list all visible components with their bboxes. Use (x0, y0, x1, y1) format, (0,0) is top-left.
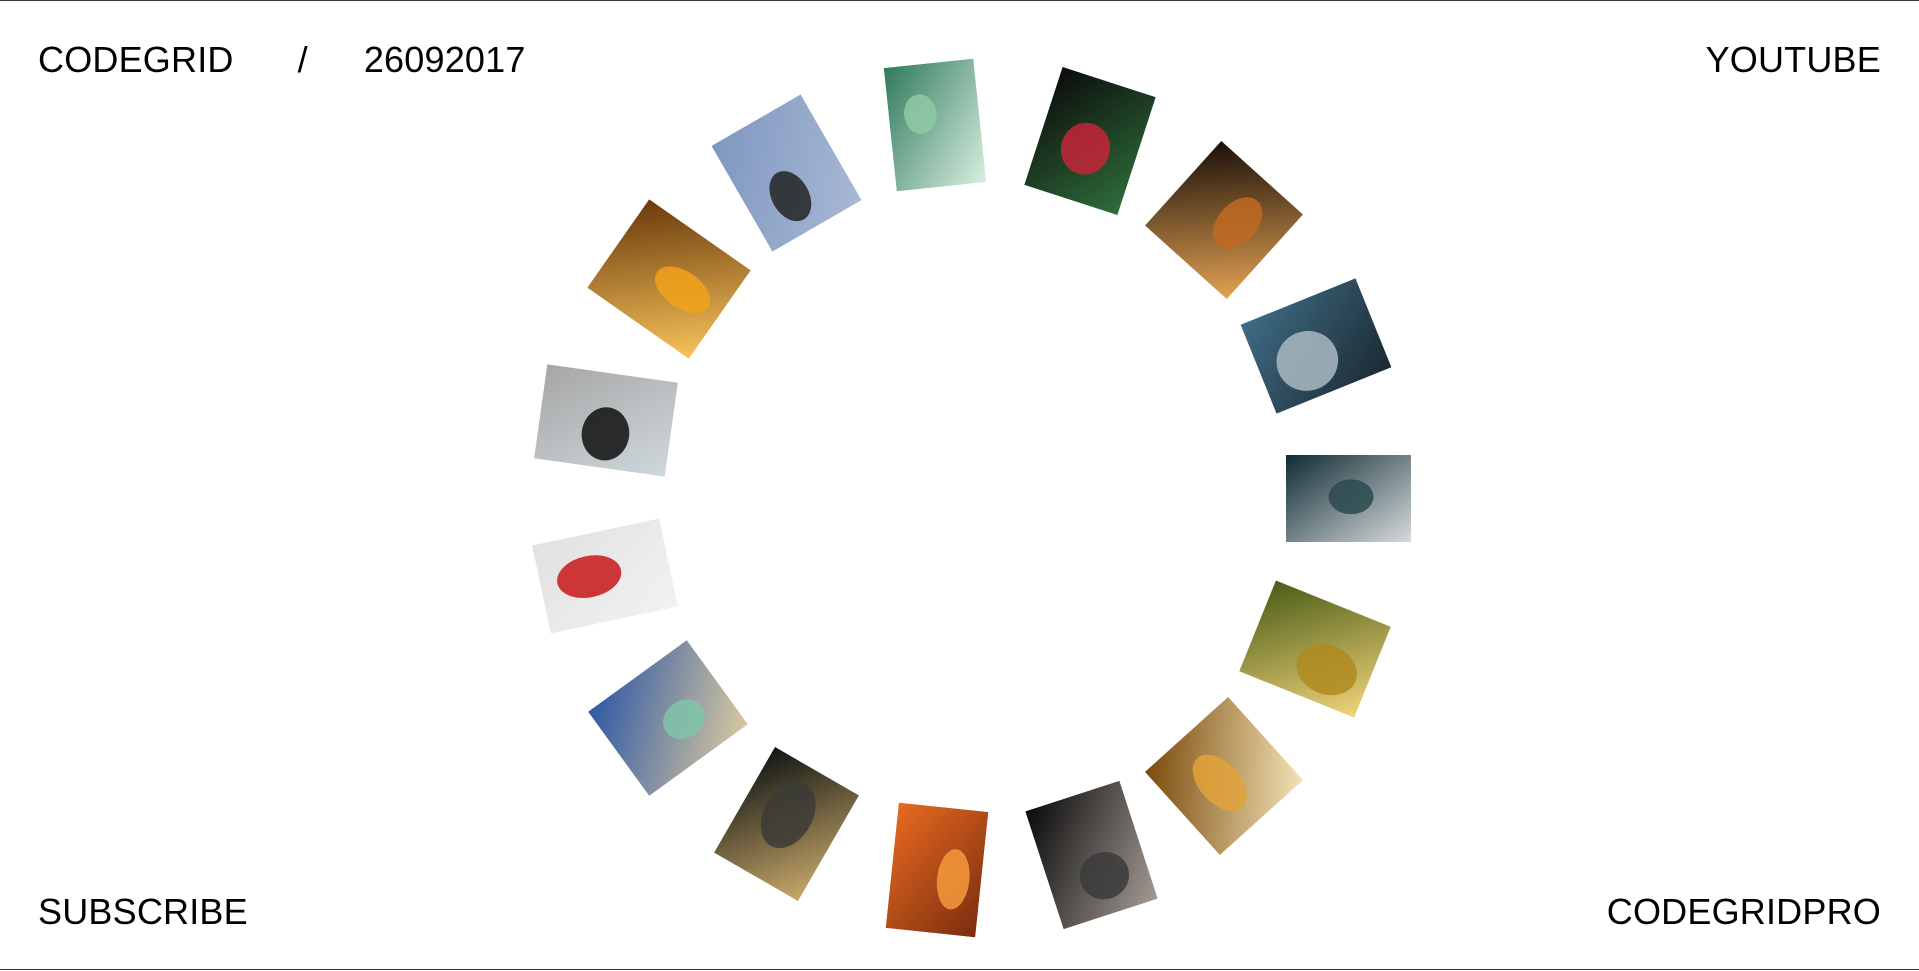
photo-hand-shadow-image (885, 802, 989, 938)
photo-grey-wedge-image (534, 363, 678, 477)
photo-red-roses-image (1024, 66, 1156, 216)
photo-hand-shadow[interactable] (885, 802, 989, 938)
photo-blonde-woman[interactable] (713, 746, 859, 902)
header-date: 26092017 (363, 39, 526, 80)
subscribe-link[interactable]: SUBSCRIBE (38, 891, 248, 932)
photo-hat-woman[interactable] (1144, 140, 1304, 300)
photo-dark-water-image (1285, 454, 1411, 542)
top-border (0, 0, 1919, 1)
photo-red-roses[interactable] (1024, 66, 1156, 216)
photo-gold-bottle-image (1239, 580, 1391, 718)
photo-sea-swimmer[interactable] (1240, 278, 1392, 414)
photo-blonde-woman-image (713, 746, 859, 902)
photo-gold-bottle[interactable] (1239, 580, 1391, 718)
photo-mint-room-image (588, 640, 748, 796)
brand-link[interactable]: CODEGRID (38, 39, 234, 80)
header-separator: / (297, 39, 308, 80)
photo-red-circle[interactable] (532, 518, 678, 634)
photo-orange-city-image (587, 199, 751, 359)
header-brand-bar: CODEGRID / 26092017 (38, 42, 526, 78)
youtube-link-wrap: YOUTUBE (1706, 42, 1881, 78)
photo-grey-wedge[interactable] (534, 363, 678, 477)
photo-dark-portrait-image (1024, 780, 1158, 930)
photo-blue-rock-image (710, 94, 862, 252)
photo-mint-room[interactable] (588, 640, 748, 796)
photo-red-circle-image (532, 518, 678, 634)
photo-dark-water[interactable] (1285, 454, 1411, 542)
photo-orange-city[interactable] (587, 199, 751, 359)
photo-green-figure[interactable] (883, 58, 987, 192)
photo-golden-haze-image (1144, 696, 1304, 856)
codegridpro-link[interactable]: CODEGRIDPRO (1606, 891, 1881, 932)
codegridpro-link-wrap: CODEGRIDPRO (1607, 894, 1881, 930)
photo-green-figure-image (883, 58, 987, 192)
photo-hat-woman-image (1144, 140, 1304, 300)
youtube-link[interactable]: YOUTUBE (1705, 39, 1881, 80)
photo-sea-swimmer-image (1240, 278, 1392, 414)
bottom-border (0, 969, 1919, 970)
photo-dark-portrait[interactable] (1024, 780, 1158, 930)
photo-blue-rock[interactable] (710, 94, 862, 252)
subscribe-link-wrap: SUBSCRIBE (38, 894, 248, 930)
photo-golden-haze[interactable] (1144, 696, 1304, 856)
